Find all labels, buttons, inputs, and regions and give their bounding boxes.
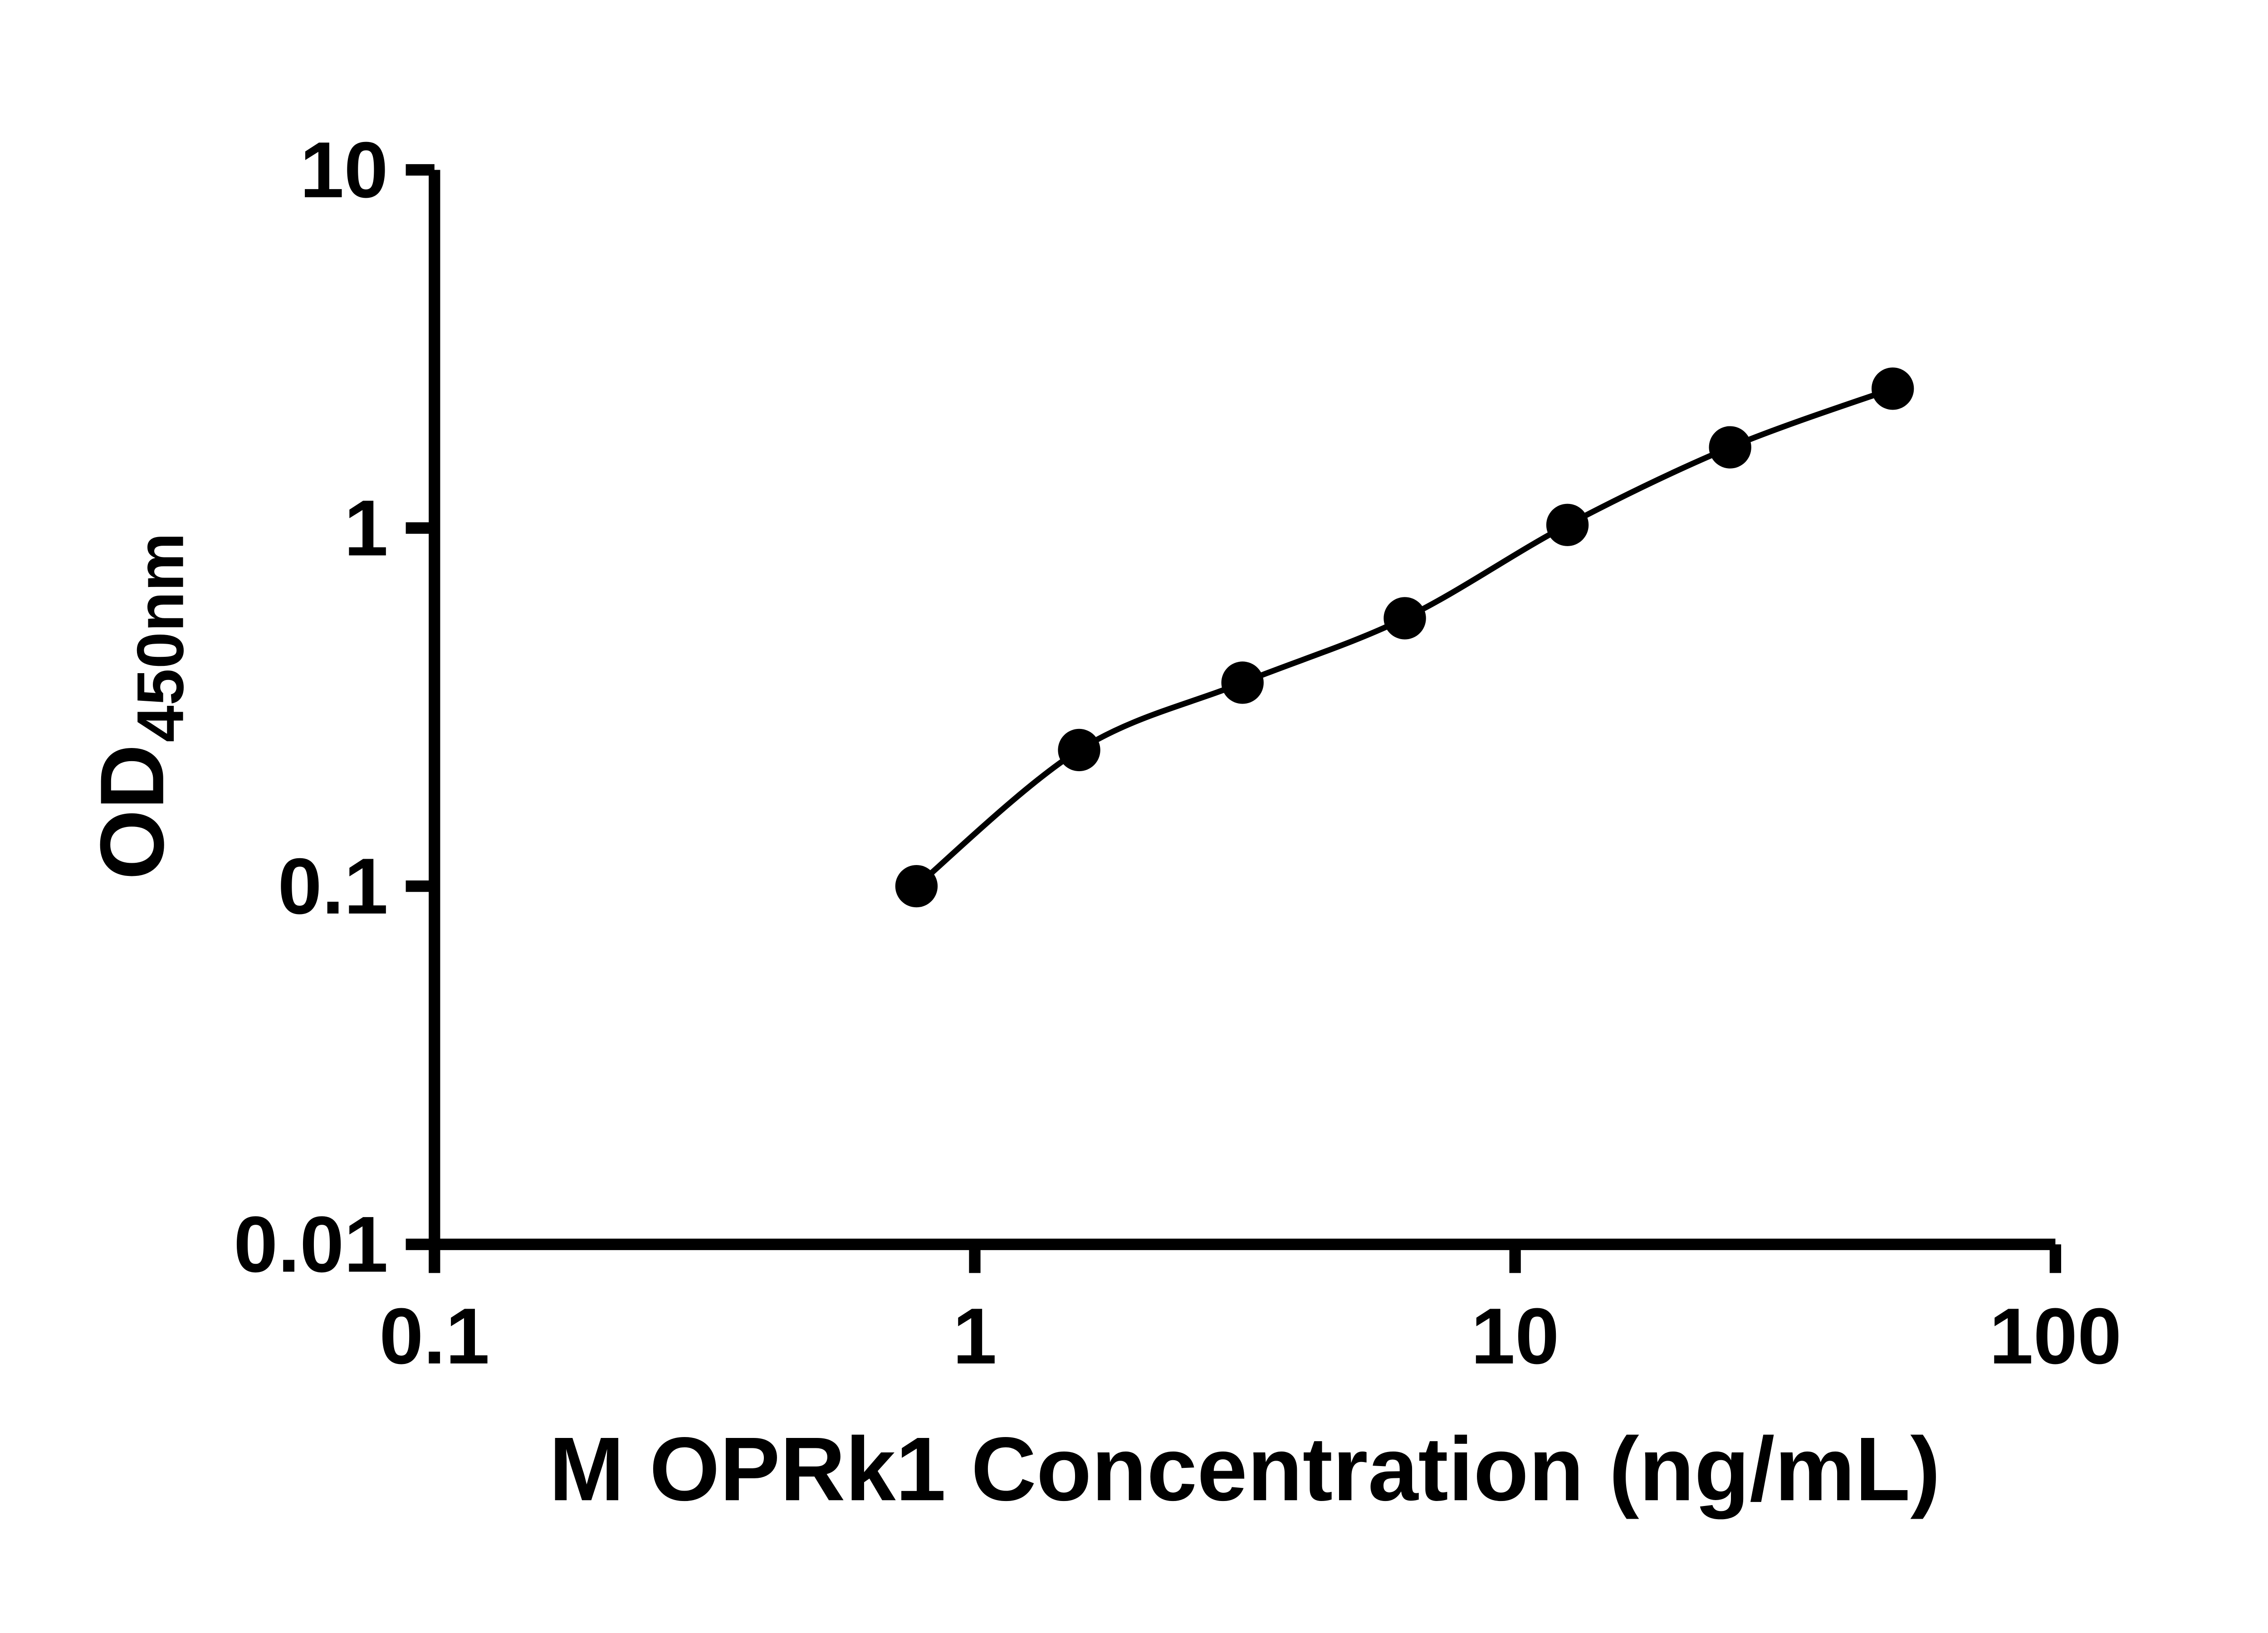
data-point [1383,597,1426,640]
x-tick-label: 100 [1989,1292,2121,1381]
data-point [1221,661,1264,704]
data-point [1058,728,1100,772]
data-point [1709,426,1751,469]
data-point [895,865,938,908]
y-tick-label: 0.01 [234,1201,388,1289]
y-tick-label: 10 [300,126,388,215]
y-axis-title-subscript: 450nm [123,533,197,742]
axis-frame [429,170,2056,1250]
y-axis-title-main: OD [82,744,183,880]
x-tick-label: 0.1 [379,1292,489,1381]
y-tick-label: 1 [344,484,388,572]
y-axis-title: OD 450nm [82,533,197,880]
y-tick-label: 0.1 [278,842,388,931]
x-axis-title: M OPRk1 Concentration (ng/mL) [549,1419,1941,1520]
plot-layer [895,367,1914,908]
data-point [1872,367,1914,410]
x-tick-label: 1 [953,1292,997,1381]
data-point [1546,504,1589,546]
x-tick-label: 10 [1471,1292,1559,1381]
